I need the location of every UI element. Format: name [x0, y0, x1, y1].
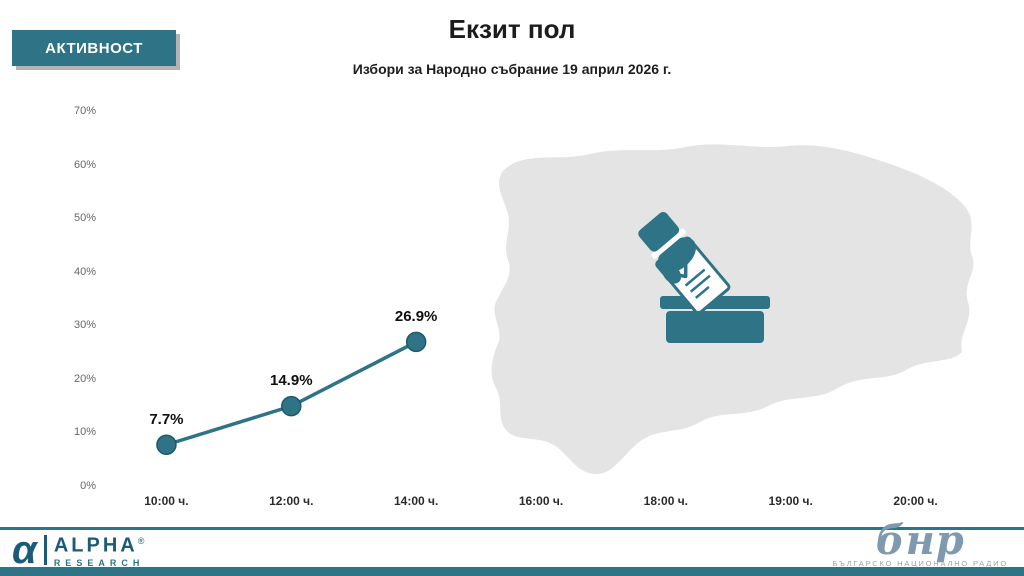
activity-badge-label: АКТИВНОСТ: [45, 39, 143, 57]
page-subtitle: Избори за Народно събрание 19 април 2026…: [352, 61, 672, 77]
ballot-paper-line: [684, 268, 706, 287]
sleeve: [638, 211, 680, 252]
alpha-research-logo: α ALPHA® RESEARCH: [12, 527, 148, 572]
bnr-logo-script: бнр: [875, 517, 965, 564]
checkmark-icon: [674, 257, 688, 279]
ballot-box-lid: [660, 296, 770, 309]
bottom-accent-bar: [0, 567, 1024, 576]
registered-mark: ®: [137, 536, 148, 546]
hand-thumb: [662, 263, 682, 284]
ballot-paper-line: [689, 274, 711, 293]
alpha-logo-text: ALPHA® RESEARCH: [54, 532, 148, 568]
hand-icon: [657, 237, 696, 273]
ballot-box-body: [666, 311, 764, 343]
y-axis-tick-label: 0%: [80, 480, 96, 492]
alpha-glyph-icon: α: [12, 527, 37, 572]
x-axis-tick-label: 18:00 ч.: [643, 494, 688, 508]
x-axis-tick-label: 12:00 ч.: [269, 494, 314, 508]
alpha-logo-divider: [43, 534, 47, 565]
y-axis-tick-label: 50%: [73, 212, 96, 225]
x-axis-tick-label: 20:00 ч.: [893, 494, 938, 508]
x-axis-tick-label: 10:00 ч.: [144, 494, 189, 508]
page-title: Екзит пол: [448, 14, 576, 44]
sleeve-cuff: [651, 228, 686, 259]
data-point-value-label: 14.9%: [270, 372, 313, 390]
y-axis-tick-label: 60%: [73, 158, 96, 171]
bnr-logo-caption: БЪЛГАРСКО НАЦИОНАЛНО РАДИО: [832, 559, 1008, 568]
y-axis-tick-label: 10%: [73, 426, 96, 439]
data-point-marker: [405, 331, 427, 353]
y-axis-tick-label: 40%: [73, 265, 96, 278]
x-axis-tick-label: 19:00 ч.: [768, 494, 813, 508]
data-point-marker: [281, 395, 302, 417]
data-point-value-label: 7.7%: [149, 410, 184, 428]
x-axis-tick-label: 14:00 ч.: [393, 494, 439, 508]
ballot-paper: [655, 236, 731, 315]
y-axis-tick-label: 30%: [73, 319, 96, 332]
turnout-line: [165, 340, 417, 447]
y-axis-tick-label: 20%: [73, 372, 96, 385]
footer-separator-line: [0, 527, 1024, 530]
ballot-paper-line: [695, 285, 710, 299]
data-point-value-label: 26.9%: [394, 307, 438, 325]
data-point-marker: [156, 434, 177, 455]
x-axis-tick-label: 16:00 ч.: [518, 494, 564, 508]
alpha-logo-name: ALPHA®: [53, 534, 148, 557]
alpha-logo-subtext: RESEARCH: [53, 557, 145, 568]
activity-badge[interactable]: АКТИВНОСТ: [12, 30, 176, 66]
ballot-box-icon: [638, 211, 770, 343]
y-axis-tick-label: 70%: [73, 105, 96, 117]
bulgaria-map: [491, 144, 974, 475]
bnr-logo: бнр БЪЛГАРСКО НАЦИОНАЛНО РАДИО: [832, 517, 1008, 569]
